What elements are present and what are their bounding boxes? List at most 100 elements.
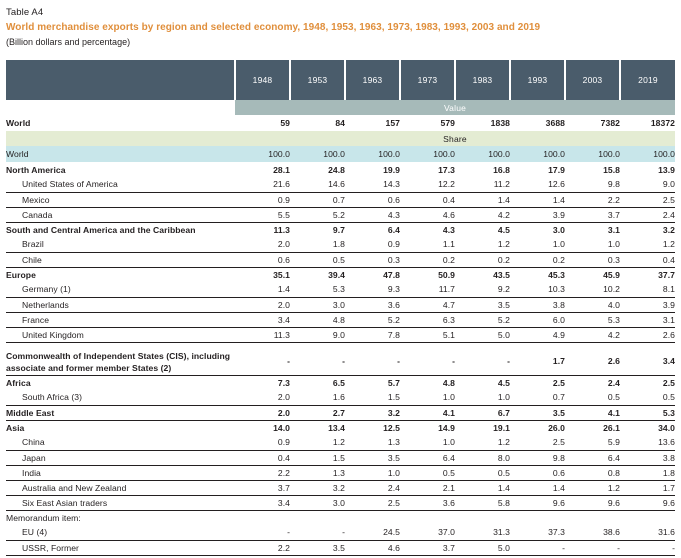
- cell-brazil-1993: 1.0: [510, 237, 565, 253]
- cell-france-1983: 5.2: [455, 312, 510, 328]
- column-header-year-2003[interactable]: 2003: [564, 60, 620, 100]
- memorandum-heading-filler-1: [290, 510, 345, 525]
- cell-north-america-1963: 19.9: [383, 164, 400, 175]
- cell-south-and-central-america-and-the-caribbean-1948: 11.3: [273, 224, 290, 235]
- cell-united-states-of-america-2003: 9.8: [565, 177, 620, 193]
- cell-japan-1983: 8.0: [455, 450, 510, 466]
- row-label-netherlands: Netherlands: [6, 297, 235, 313]
- cell-france-2019: 3.1: [620, 312, 675, 328]
- row-label-south-africa: South Africa (3): [6, 390, 235, 406]
- cell-china-1973: 1.0: [400, 435, 455, 451]
- table-row-japan: Japan 0.4 1.5 3.5 6.4 8.0 9.8 6.4 3.8: [6, 450, 675, 466]
- cell-chile-1948: 0.6: [235, 252, 290, 268]
- cell-europe-1973: 50.9: [438, 269, 455, 280]
- cell-united-states-of-america-2019: 9.0: [620, 177, 675, 193]
- table-row-ussr-former: USSR, Former 2.2 3.5 4.6 3.7 5.0- - -: [6, 540, 675, 556]
- column-header-year-2019[interactable]: 2019: [619, 60, 675, 100]
- table-row-europe: Europe 35.1 39.4 47.8 50.9 43.5 45.3 45.9 37.7: [6, 267, 675, 282]
- cell-world-share-1983: 100.0: [455, 146, 510, 162]
- cell-north-america-1983: 16.8: [493, 164, 510, 175]
- cell-netherlands-2019: 3.9: [620, 297, 675, 313]
- cell-world-value-1973: 579: [400, 115, 455, 131]
- cell-brazil-1953: 1.8: [290, 237, 345, 253]
- cell-south-africa-1993: 0.7: [510, 390, 565, 406]
- cell-mexico-1953: 0.7: [290, 192, 345, 208]
- cell-canada-1948: 5.5: [235, 207, 290, 223]
- cell-japan-1953: 1.5: [290, 450, 345, 466]
- column-header-year-1963[interactable]: 1963: [344, 60, 400, 100]
- cell-middle-east-1993: 3.5: [510, 405, 565, 421]
- memorandum-heading-filler-0: [235, 510, 290, 525]
- column-header-year-1948[interactable]: 1948: [234, 60, 290, 100]
- cell-middle-east-1953: 2.7: [290, 405, 345, 421]
- table-row-netherlands: Netherlands 2.0 3.0 3.6 4.7 3.5 3.8 4.0 3.9: [6, 297, 675, 313]
- cell-netherlands-1993: 3.8: [510, 297, 565, 313]
- cell-france-1953: 4.8: [290, 312, 345, 328]
- row-spacer: [6, 342, 675, 348]
- cell-north-america-1993: 17.9: [548, 164, 565, 175]
- row-label-australia-and-new-zealand: Australia and New Zealand: [6, 480, 235, 496]
- cell-asia-2003: 26.1: [603, 422, 620, 433]
- cell-united-kingdom-1983: 5.0: [455, 327, 510, 343]
- cell-chile-2003: 0.3: [565, 252, 620, 268]
- table-row-germany: Germany (1) 1.4 5.3 9.3 11.7 9.2 10.3 10.2 8.1: [6, 282, 675, 298]
- cell-germany-1948: 1.4: [235, 282, 290, 298]
- row-label-africa: Africa: [6, 377, 31, 388]
- cell-united-states-of-america-1973: 12.2: [400, 177, 455, 193]
- cell-united-kingdom-1953: 9.0: [290, 327, 345, 343]
- cell-china-1983: 1.2: [455, 435, 510, 451]
- table-row-commonwealth-of-independent-states-cis-inclu: Commonwealth of Independent States (CIS)…: [6, 348, 675, 376]
- row-spacer-cell: [6, 342, 675, 348]
- cell-asia-1948: 14.0: [273, 422, 290, 433]
- cell-netherlands-1973: 4.7: [400, 297, 455, 313]
- cell-chile-1963: 0.3: [345, 252, 400, 268]
- cell-commonwealth-of-independent-states-cis-inclu-1963: -: [345, 348, 400, 376]
- value-band-spacer: [6, 100, 235, 115]
- cell-united-states-of-america-1953: 14.6: [290, 177, 345, 193]
- row-label-north-america: North America: [6, 164, 66, 175]
- share-band-label: Share: [235, 131, 675, 146]
- cell-united-kingdom-1948: 11.3: [235, 327, 290, 343]
- memorandum-heading-filler-4: [455, 510, 510, 525]
- table-row-north-america: North America 28.1 24.8 19.9 17.3 16.8 17.9 15.…: [6, 162, 675, 177]
- data-table: 1948 1953 1963 1973 1983 1993 2003 2019 Value Wor…: [6, 60, 675, 558]
- cell-six-east-asian-traders-1948: 3.4: [235, 495, 290, 511]
- cell-middle-east-2019: 5.3: [620, 405, 675, 421]
- cell-japan-2019: 3.8: [620, 450, 675, 466]
- table-row-world-share: World 100.0 100.0 100.0 100.0 100.0 100.0 100.0…: [6, 146, 675, 162]
- cell-commonwealth-of-independent-states-cis-inclu-1983: -: [455, 348, 510, 376]
- row-label-china: China: [6, 435, 235, 451]
- table-row-world-value: World 59 84 157 579 1838 3688 7382 18372: [6, 115, 675, 131]
- cell-commonwealth-of-independent-states-cis-inclu-2003: 2.6: [565, 348, 620, 376]
- cell-brazil-1983: 1.2: [455, 237, 510, 253]
- cell-eu-1973: 37.0: [400, 525, 455, 541]
- row-label-eu: EU (4): [6, 525, 235, 541]
- cell-world-share-1953: 100.0: [290, 146, 345, 162]
- cell-middle-east-1983: 6.7: [455, 405, 510, 421]
- cell-united-kingdom-1993: 4.9: [510, 327, 565, 343]
- cell-france-1993: 6.0: [510, 312, 565, 328]
- cell-japan-2003: 6.4: [565, 450, 620, 466]
- cell-world-share-2003: 100.0: [565, 146, 620, 162]
- cell-middle-east-1973: 4.1: [400, 405, 455, 421]
- column-header-year-1973[interactable]: 1973: [399, 60, 455, 100]
- cell-europe-1948: 35.1: [273, 269, 290, 280]
- column-header-year-1953[interactable]: 1953: [289, 60, 345, 100]
- memorandum-heading-filler-5: [510, 510, 565, 525]
- cell-japan-1963: 3.5: [345, 450, 400, 466]
- cell-united-states-of-america-1948: 21.6: [235, 177, 290, 193]
- row-label-canada: Canada: [6, 207, 235, 223]
- cell-south-and-central-america-and-the-caribbean-1963: 6.4: [387, 224, 400, 235]
- cell-south-africa-2003: 0.5: [565, 390, 620, 406]
- column-header-year-1993[interactable]: 1993: [509, 60, 565, 100]
- cell-africa-1983: 4.5: [497, 377, 510, 388]
- cell-germany-1963: 9.3: [345, 282, 400, 298]
- cell-china-2003: 5.9: [565, 435, 620, 451]
- table-row-mexico: Mexico 0.9 0.7 0.6 0.4 1.4 1.4 2.2 2.5: [6, 192, 675, 208]
- column-header-year-1983[interactable]: 1983: [454, 60, 510, 100]
- table-header-row: 1948 1953 1963 1973 1983 1993 2003 2019: [6, 60, 675, 100]
- memorandum-heading-row: Memorandum item:: [6, 510, 675, 525]
- cell-eu-1948: -: [235, 525, 290, 541]
- cell-africa-1963: 5.7: [387, 377, 400, 388]
- row-label-brazil: Brazil: [6, 237, 235, 253]
